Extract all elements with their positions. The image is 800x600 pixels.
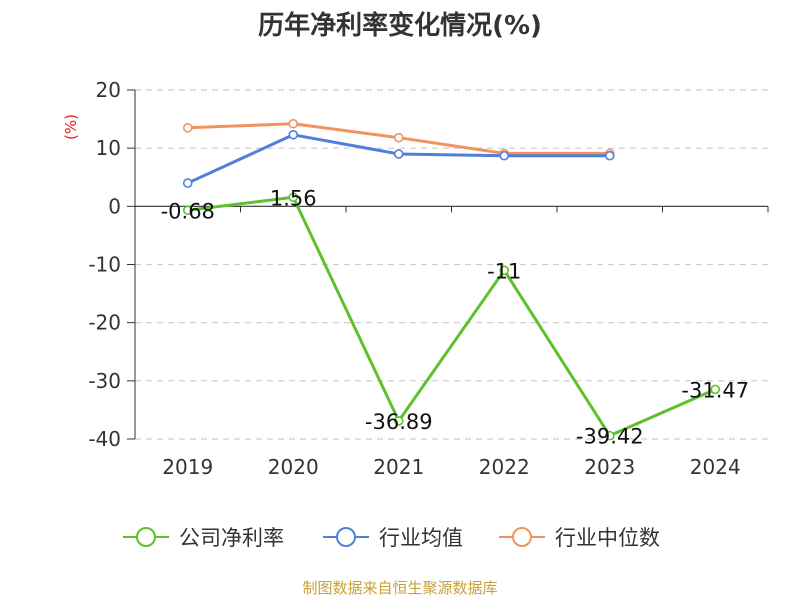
series-lines [182,118,721,441]
data-label: 1.56 [270,186,317,210]
data-point [393,416,404,426]
legend-item[interactable]: 行业中位数 [499,526,660,550]
data-point [604,430,615,441]
data-point [288,129,299,140]
data-label: -11 [487,259,521,283]
data-point [288,118,299,129]
legend-label: 公司净利率 [179,526,284,550]
y-tick-label: 20 [96,78,121,102]
data-labels: -0.68 1.56 -36.89 -11 -39.42 -31.47 [161,186,750,448]
y-axis-label: (%) [62,114,80,140]
x-tick-label: 2019 [162,455,213,479]
data-label: -0.68 [161,199,215,223]
x-tick-label: 2022 [479,455,530,479]
data-point [182,205,193,216]
data-label: -36.89 [365,410,433,434]
data-point [393,149,404,159]
y-tick-label: 0 [108,194,121,218]
data-point [710,384,721,395]
data-point [499,265,510,276]
x-tick-label: 2020 [268,455,319,479]
x-tick-label: 2024 [690,455,741,479]
chart-title: 历年净利率变化情况(%) [258,10,542,41]
legend-item[interactable]: 公司净利率 [123,526,284,550]
legend-label: 行业中位数 [555,526,660,550]
axes: 20 10 0 -10 -20 -30 -40 2019 2020 2021 2022 2023 202… [88,78,769,479]
data-point [182,123,193,133]
legend-label: 行业均值 [379,526,463,550]
y-tick-label: -20 [88,311,121,335]
legend-item[interactable]: 行业均值 [323,526,463,550]
data-label: -39.42 [576,425,644,449]
x-tick-label: 2023 [584,455,635,479]
legend-swatch-marker [136,527,156,547]
y-tick-label: -10 [88,253,121,277]
data-point [604,150,615,161]
data-label: -31.47 [681,378,749,402]
legend[interactable]: 公司净利率 行业均值 行业中位数 [123,526,660,550]
y-tick-label: -30 [88,369,121,393]
source-note: 制图数据来自恒生聚源数据库 [302,579,497,597]
grid-lines [135,89,768,440]
legend-swatch-marker [336,527,356,547]
x-tick-label: 2021 [373,455,424,479]
y-tick-label: -40 [88,427,121,451]
series-line-0 [187,195,716,438]
data-point [288,192,299,203]
legend-swatch-marker [512,527,532,547]
data-point [393,132,404,143]
data-point [182,178,193,188]
data-point [499,150,510,161]
y-tick-label: 10 [96,136,121,160]
